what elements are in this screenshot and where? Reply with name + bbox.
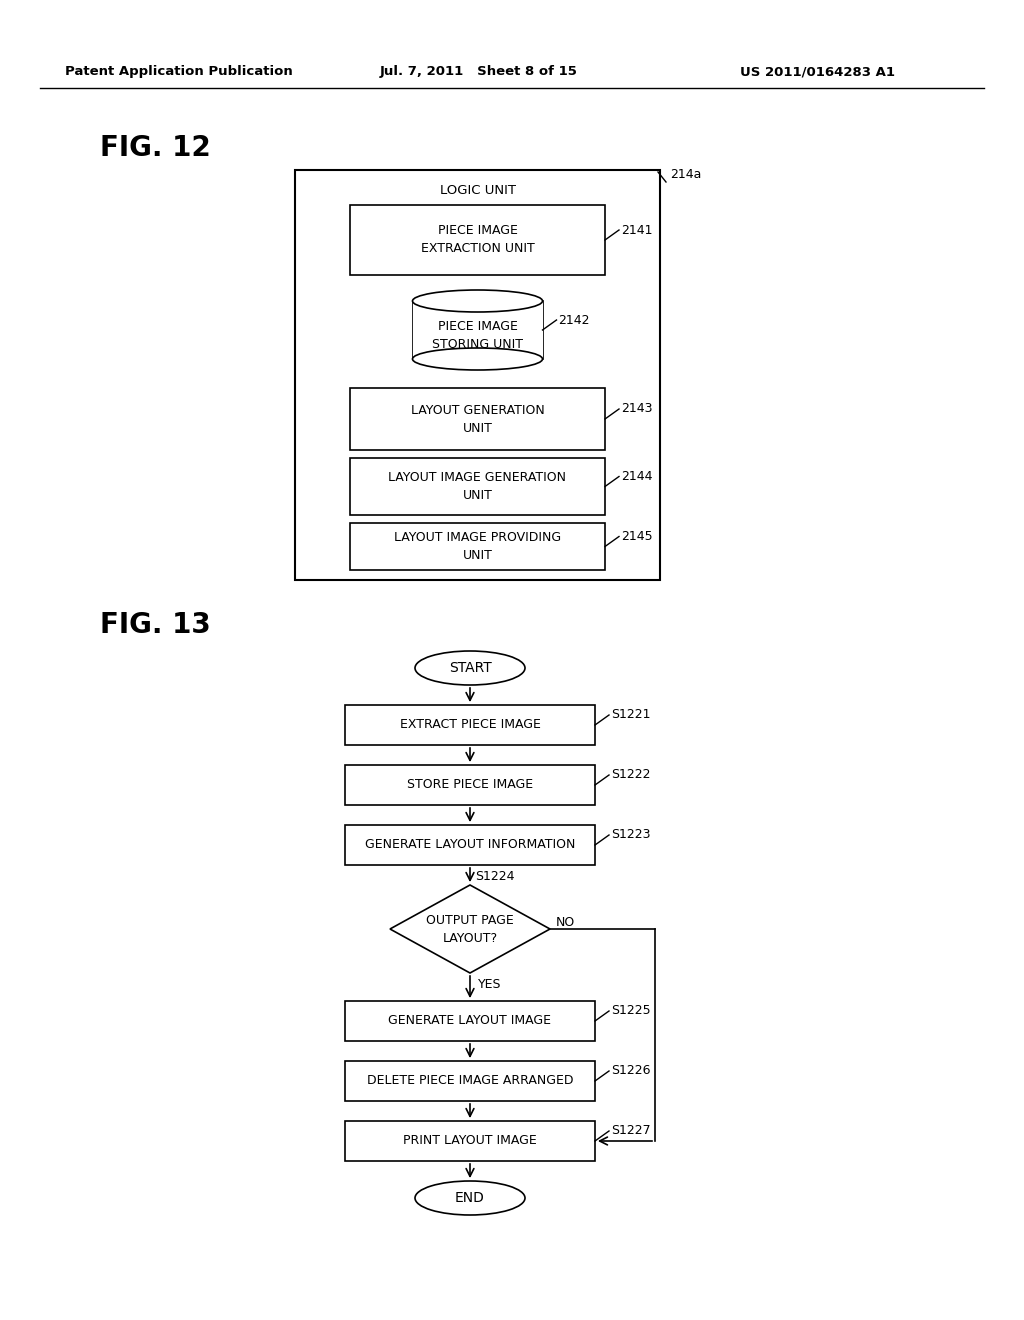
Text: PIECE IMAGE
STORING UNIT: PIECE IMAGE STORING UNIT	[432, 319, 523, 351]
Bar	[295, 170, 660, 579]
Bar	[345, 766, 595, 805]
Text: GENERATE LAYOUT IMAGE: GENERATE LAYOUT IMAGE	[388, 1015, 552, 1027]
Bar	[345, 1001, 595, 1041]
Text: 2143: 2143	[621, 403, 652, 416]
Text: LAYOUT IMAGE GENERATION
UNIT: LAYOUT IMAGE GENERATION UNIT	[388, 471, 566, 502]
Bar	[345, 1121, 595, 1162]
Text: S1222: S1222	[611, 768, 650, 781]
Text: S1227: S1227	[611, 1125, 650, 1138]
Text: 2142: 2142	[558, 314, 590, 326]
Text: GENERATE LAYOUT INFORMATION: GENERATE LAYOUT INFORMATION	[365, 838, 575, 851]
Bar	[350, 388, 605, 450]
Text: PRINT LAYOUT IMAGE: PRINT LAYOUT IMAGE	[403, 1134, 537, 1147]
Text: S1221: S1221	[611, 709, 650, 722]
Bar	[413, 279, 543, 359]
Text: STORE PIECE IMAGE: STORE PIECE IMAGE	[407, 779, 534, 792]
Text: 2144: 2144	[621, 470, 652, 483]
Text: DELETE PIECE IMAGE ARRANGED: DELETE PIECE IMAGE ARRANGED	[367, 1074, 573, 1088]
Polygon shape	[390, 884, 550, 973]
Text: NO: NO	[556, 916, 575, 929]
Text: OUTPUT PAGE
LAYOUT?: OUTPUT PAGE LAYOUT?	[426, 913, 514, 945]
Bar	[345, 1061, 595, 1101]
Text: S1224: S1224	[475, 870, 514, 883]
Text: Jul. 7, 2011   Sheet 8 of 15: Jul. 7, 2011 Sheet 8 of 15	[380, 66, 578, 78]
Text: LAYOUT IMAGE PROVIDING
UNIT: LAYOUT IMAGE PROVIDING UNIT	[394, 531, 561, 562]
Ellipse shape	[415, 1181, 525, 1214]
Text: PIECE IMAGE
EXTRACTION UNIT: PIECE IMAGE EXTRACTION UNIT	[421, 224, 535, 256]
Ellipse shape	[415, 651, 525, 685]
Text: EXTRACT PIECE IMAGE: EXTRACT PIECE IMAGE	[399, 718, 541, 731]
Text: LAYOUT GENERATION
UNIT: LAYOUT GENERATION UNIT	[411, 404, 545, 434]
Bar	[350, 523, 605, 570]
Text: Patent Application Publication: Patent Application Publication	[65, 66, 293, 78]
Ellipse shape	[413, 348, 543, 370]
Text: START: START	[449, 661, 492, 675]
Text: 2141: 2141	[621, 223, 652, 236]
Text: FIG. 13: FIG. 13	[100, 611, 211, 639]
Bar	[345, 705, 595, 744]
Text: S1225: S1225	[611, 1005, 650, 1018]
Text: FIG. 12: FIG. 12	[100, 135, 211, 162]
Text: YES: YES	[478, 978, 502, 991]
Bar	[350, 458, 605, 515]
Text: US 2011/0164283 A1: US 2011/0164283 A1	[740, 66, 895, 78]
Text: 2145: 2145	[621, 531, 652, 543]
Text: 214a: 214a	[670, 168, 701, 181]
Ellipse shape	[413, 290, 543, 312]
Bar	[350, 205, 605, 275]
Text: S1223: S1223	[611, 829, 650, 842]
Text: LOGIC UNIT: LOGIC UNIT	[439, 183, 515, 197]
Text: END: END	[455, 1191, 485, 1205]
Bar	[345, 825, 595, 865]
Text: S1226: S1226	[611, 1064, 650, 1077]
